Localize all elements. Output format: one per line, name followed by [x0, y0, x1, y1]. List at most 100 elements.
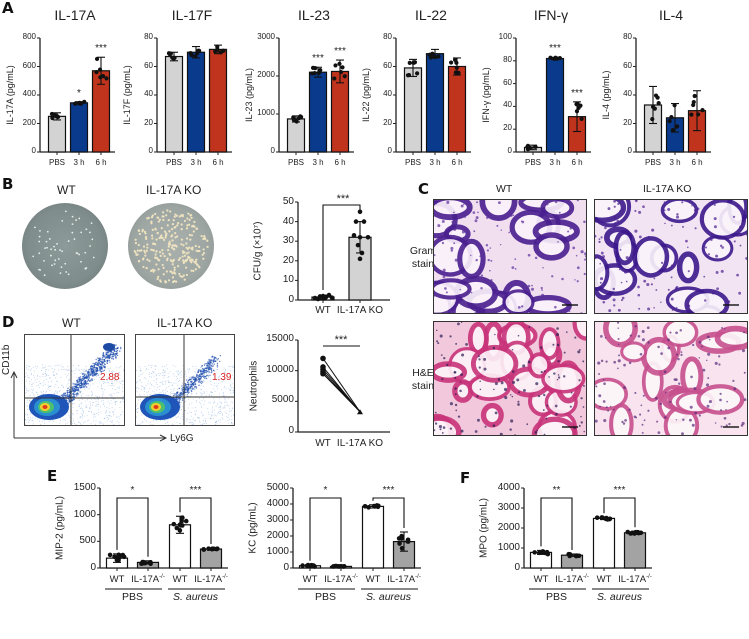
- x-tick-label: IL-17A-/-: [618, 574, 652, 586]
- group-label: S. aureus: [173, 591, 218, 603]
- x-tick-label: WT: [533, 574, 549, 585]
- y-tick-label: 600: [22, 60, 36, 70]
- y-tick-label: 0: [148, 146, 153, 155]
- x-tick-label: WT: [315, 305, 331, 316]
- x-tick-label: IL-17A-/-: [194, 574, 228, 586]
- x-tick-label: 6 h: [334, 158, 346, 167]
- chart-title-3: IL-22: [415, 7, 447, 23]
- petri-dish-ko: [128, 203, 214, 289]
- x-tick-label: 6 h: [451, 158, 463, 167]
- y-tick-label: 2000: [497, 522, 520, 533]
- x-tick-label: WT: [172, 574, 188, 585]
- petri-dish-wt: [22, 203, 108, 289]
- group-label: S. aureus: [597, 591, 642, 603]
- y-tick-label: 0: [387, 146, 392, 155]
- y-tick-label: 0: [627, 146, 632, 155]
- x-tick-label: PBS: [287, 158, 304, 167]
- y-tick-label: 3000: [497, 502, 520, 513]
- x-tick-label: 3 h: [73, 158, 85, 167]
- x-tick-label: 6 h: [571, 158, 583, 167]
- y-tick-label: 5000: [271, 394, 294, 406]
- y-tick-label: 20: [623, 117, 632, 127]
- flow-plot-ko: [135, 334, 235, 426]
- y-tick-label: 4000: [497, 482, 520, 493]
- chart-title-0: IL-17A: [54, 7, 96, 23]
- y-tick-label: 3000: [257, 32, 275, 41]
- y-tick-label: 20: [144, 117, 153, 127]
- panel-label-f: F: [460, 469, 471, 487]
- y-tick-label: 0: [270, 146, 275, 155]
- y-tick-label: 20: [282, 254, 294, 266]
- x-tick-label: 3 h: [190, 158, 202, 167]
- y-tick-label: 40: [623, 89, 632, 98]
- x-tick-label: PBS: [404, 158, 421, 167]
- histology-he-ko: [594, 321, 748, 436]
- y-tick-label: 0: [31, 146, 36, 155]
- significance-marker: ***: [189, 485, 202, 496]
- x-tick-label: 6 h: [691, 158, 703, 167]
- panel-label-d: D: [2, 313, 15, 331]
- y-tick-label: 40: [383, 89, 392, 98]
- flow-col-ko: IL-17A KO: [157, 316, 213, 330]
- colonies-ko: [133, 209, 209, 284]
- group-label: PBS: [545, 591, 567, 603]
- x-tick-label: PBS: [165, 158, 182, 167]
- y-tick-label: 4000: [266, 498, 289, 509]
- row-label-he: H&E stain: [408, 367, 438, 393]
- y-tick-label: 80: [623, 32, 632, 41]
- y-tick-label: 500: [79, 535, 96, 547]
- row-label-he-l1: H&E: [412, 367, 434, 379]
- significance-marker: **: [552, 485, 561, 496]
- x-tick-label: WT: [596, 574, 612, 585]
- group-label: PBS: [121, 591, 143, 603]
- y-tick-label: 0: [507, 146, 512, 155]
- significance-marker: ***: [336, 193, 350, 205]
- y-tick-label: 1000: [266, 546, 289, 557]
- y-tick-label: 2000: [257, 70, 275, 79]
- y-tick-label: 0: [514, 562, 520, 573]
- y-tick-label: 40: [282, 215, 294, 227]
- significance-marker: ***: [571, 87, 583, 99]
- flow-col-wt: WT: [62, 316, 81, 330]
- x-tick-label: PBS: [48, 158, 65, 167]
- y-tick-label: 80: [503, 54, 512, 64]
- y-tick-label: 1000: [497, 542, 520, 553]
- panel-label-b: B: [2, 175, 14, 193]
- flow-percent-ko: 1.39: [212, 372, 232, 383]
- x-tick-label: 3 h: [312, 158, 324, 167]
- y-tick-label: 1000: [73, 508, 96, 520]
- y-tick-label: 60: [144, 60, 153, 70]
- x-tick-label: 3 h: [669, 158, 681, 167]
- histology-he-wt: [433, 321, 587, 436]
- x-tick-label: PBS: [644, 158, 661, 167]
- y-tick-label: 100: [498, 32, 512, 41]
- y-tick-label: 80: [383, 32, 392, 41]
- y-tick-label: 0: [288, 294, 294, 305]
- significance-marker: ***: [312, 53, 324, 65]
- x-tick-label: IL-17A KO: [336, 438, 384, 449]
- flow-percent-wt: 2.88: [100, 372, 120, 383]
- x-tick-label: WT: [109, 574, 125, 585]
- plate-label-ko: IL-17A KO: [146, 183, 202, 197]
- y-tick-label: 30: [282, 235, 294, 247]
- y-tick-label: 0: [90, 562, 96, 573]
- x-tick-label: 3 h: [549, 158, 561, 167]
- group-label: S. aureus: [366, 591, 411, 603]
- row-label-gram-l1: Gram: [409, 245, 437, 257]
- significance-marker: *: [323, 485, 328, 496]
- y-axis-label: MPO (pg/mL): [478, 497, 490, 559]
- x-tick-label: 3 h: [429, 158, 441, 167]
- x-tick-label: PBS: [524, 158, 541, 167]
- flow-x-axis-label: Ly6G: [170, 433, 194, 444]
- panel-label-c: C: [418, 180, 430, 198]
- x-tick-label: IL-17A KO: [336, 305, 384, 316]
- y-tick-label: 0: [283, 562, 289, 573]
- significance-marker: *: [130, 485, 135, 496]
